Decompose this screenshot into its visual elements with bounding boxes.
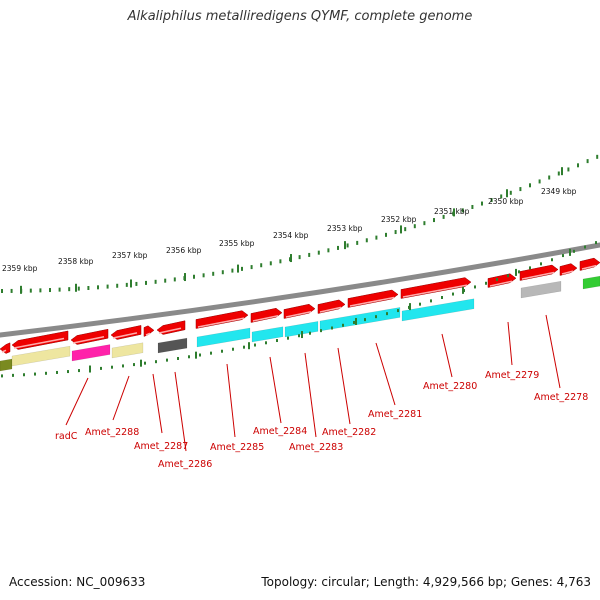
scale-label: 2357 kbp <box>112 251 148 260</box>
gene-label: Amet_2283 <box>289 442 343 453</box>
gene-arrow <box>11 330 69 350</box>
gene-arrow <box>347 289 399 308</box>
gene-arrow <box>400 277 472 299</box>
gene-label: Amet_2282 <box>322 427 376 438</box>
label-leader <box>269 356 282 424</box>
scale-label: 2353 kbp <box>327 224 363 233</box>
gene-label: Amet_2288 <box>85 427 139 438</box>
cog-gene <box>71 344 111 362</box>
cog-gene <box>319 307 401 332</box>
scale-label: 2355 kbp <box>219 239 255 248</box>
topology-text: Topology: circular; Length: 4,929,566 bp… <box>261 575 591 589</box>
label-leader <box>226 363 236 438</box>
label-leader <box>545 314 561 389</box>
label-leaders <box>65 314 561 452</box>
label-leader <box>375 342 396 406</box>
gene-arrow <box>156 320 186 335</box>
gene-arrow <box>579 257 600 271</box>
label-leader <box>441 333 453 378</box>
outer-scale-ticks <box>1 154 599 294</box>
forward-strand-genes <box>0 257 600 354</box>
label-leader <box>507 321 513 366</box>
cog-gene <box>401 298 475 322</box>
scale-label: 2350 kbp <box>488 197 524 206</box>
gene-arrow <box>70 328 109 345</box>
cog-gene <box>0 358 13 372</box>
gene-label: Amet_2285 <box>210 442 264 453</box>
scale-label: 2349 kbp <box>541 187 577 196</box>
scale-label: 2352 kbp <box>381 215 417 224</box>
label-leader <box>152 373 163 434</box>
cog-gene <box>196 327 251 348</box>
label-leader <box>304 352 317 438</box>
gene-label: Amet_2286 <box>158 459 212 470</box>
genome-backbone <box>0 242 600 338</box>
gene-arrow <box>0 342 11 354</box>
gene-arrow <box>317 299 346 314</box>
accession-text: Accession: NC_009633 <box>9 575 146 589</box>
cog-gene <box>251 326 284 343</box>
gene-label: Amet_2284 <box>253 426 307 437</box>
inner-scale-ticks <box>1 241 597 378</box>
label-leader <box>112 375 130 421</box>
cog-gene <box>520 280 562 299</box>
label-leader <box>65 377 89 426</box>
gene-label: Amet_2281 <box>368 409 422 420</box>
cog-gene <box>157 337 188 354</box>
gene-label: Amet_2279 <box>485 370 539 381</box>
gene-arrow <box>283 303 316 319</box>
gene-arrow <box>195 310 249 329</box>
gene-labels: radC Amet_2288 Amet_2287 Amet_2286 Amet_2285… <box>55 370 588 470</box>
genome-title: Alkaliphilus metalliredigens QYMF, compl… <box>127 9 473 24</box>
scale-label: 2359 kbp <box>2 264 38 273</box>
gene-arrow <box>250 307 283 323</box>
gene-label: Amet_2280 <box>423 381 477 392</box>
gene-arrow <box>143 325 155 337</box>
gene-arrow <box>559 263 578 276</box>
cog-gene <box>111 342 144 359</box>
gene-label: radC <box>55 431 78 442</box>
scale-label: 2358 kbp <box>58 257 94 266</box>
gene-label: Amet_2278 <box>534 392 588 403</box>
cog-colored-genes <box>0 275 600 372</box>
gene-arrow <box>519 264 559 281</box>
cog-gene <box>582 275 600 290</box>
scale-label: 2356 kbp <box>166 246 202 255</box>
label-leader <box>174 371 187 452</box>
scale-labels: 2359 kbp 2358 kbp 2357 kbp 2356 kbp 2355 kbp… <box>2 187 577 273</box>
label-leader <box>337 347 351 425</box>
cog-gene <box>11 345 71 367</box>
gene-label: Amet_2287 <box>134 441 188 452</box>
gene-arrow <box>110 325 142 340</box>
cog-gene <box>284 321 319 338</box>
scale-label: 2354 kbp <box>273 231 309 240</box>
scale-label: 2351 kbp <box>434 207 470 216</box>
